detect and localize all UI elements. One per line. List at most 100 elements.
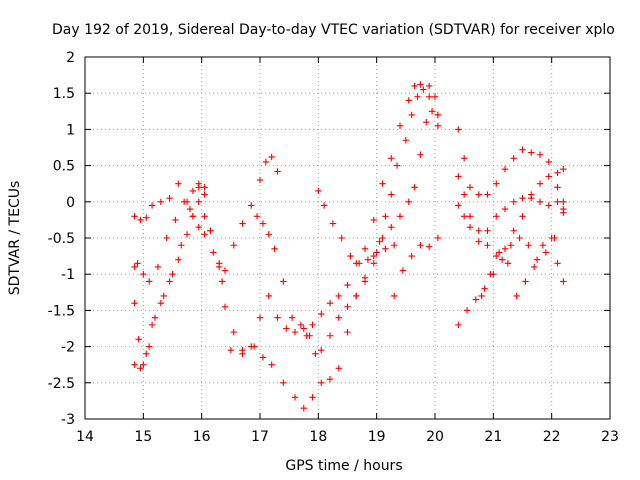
data-point: [510, 227, 517, 234]
series-arc-12: [478, 234, 567, 300]
data-point: [201, 184, 208, 191]
data-point: [402, 137, 410, 144]
data-point: [221, 303, 229, 310]
data-point: [259, 354, 267, 361]
data-point: [318, 347, 325, 354]
y-tick-label: -1.5: [48, 303, 75, 319]
data-point: [256, 314, 264, 321]
series-arc-3: [131, 82, 442, 368]
y-tick-label: -1: [61, 267, 75, 283]
x-tick-label: 17: [251, 429, 269, 445]
data-point: [513, 292, 520, 300]
data-point: [315, 187, 322, 195]
data-point: [431, 93, 439, 101]
data-point: [370, 216, 377, 224]
data-point: [519, 194, 526, 202]
data-point: [396, 213, 404, 220]
y-tick-label: 1: [66, 122, 75, 138]
data-point: [135, 336, 142, 343]
data-point: [180, 198, 188, 205]
data-point: [379, 234, 386, 242]
data-point: [201, 231, 208, 238]
data-point: [545, 158, 552, 166]
data-point: [361, 278, 369, 285]
data-point: [434, 234, 442, 242]
data-point: [388, 223, 395, 231]
data-point: [157, 198, 165, 205]
x-tick-label: 16: [193, 429, 211, 445]
data-point: [253, 213, 261, 220]
data-point: [131, 213, 138, 220]
axis-ticks: 14 15 16 17 18 19 20 21 22 23-3-2.5-2-1.5-1-0.500…: [48, 50, 619, 445]
data-point: [536, 151, 544, 158]
data-point: [361, 245, 369, 253]
data-point: [560, 166, 567, 173]
data-point: [329, 220, 337, 227]
data-point: [370, 252, 377, 260]
series-arc-8: [455, 126, 567, 198]
data-point: [408, 252, 415, 260]
data-point: [379, 180, 386, 187]
data-point: [215, 263, 223, 271]
data-point: [396, 122, 404, 129]
x-tick-label: 19: [368, 429, 386, 445]
data-point: [262, 158, 270, 166]
x-axis-label: GPS time / hours: [285, 458, 402, 474]
data-point: [475, 227, 482, 234]
x-tick-label: 21: [484, 429, 502, 445]
data-point: [510, 198, 517, 205]
data-point: [353, 292, 360, 300]
x-tick-label: 23: [601, 429, 619, 445]
data-point: [268, 153, 275, 161]
data-point: [175, 180, 182, 187]
data-point: [364, 256, 372, 263]
chart-title: Day 192 of 2019, Sidereal Day-to-day VTE…: [52, 22, 615, 38]
data-point: [516, 234, 523, 242]
data-point: [189, 213, 197, 220]
data-point: [455, 173, 462, 180]
data-point: [131, 361, 138, 368]
data-point: [484, 227, 491, 234]
data-point: [283, 325, 290, 332]
data-point: [318, 379, 325, 386]
data-point: [376, 238, 383, 245]
data-point: [417, 81, 424, 88]
data-point: [536, 180, 544, 187]
data-point: [335, 292, 342, 300]
data-point: [475, 238, 482, 245]
data-point: [271, 245, 278, 253]
data-point: [137, 365, 144, 372]
data-point: [335, 314, 342, 321]
data-point: [183, 231, 191, 238]
data-point: [207, 227, 214, 234]
y-axis-label: SDTVAR / TECUs: [7, 181, 23, 296]
data-point: [434, 122, 442, 129]
data-point: [460, 191, 468, 198]
data-point: [189, 187, 197, 195]
data-point: [239, 220, 246, 227]
x-tick-label: 15: [134, 429, 152, 445]
data-point: [405, 198, 412, 205]
data-point: [148, 321, 156, 329]
data-point: [145, 278, 153, 285]
data-point: [554, 169, 561, 177]
data-point: [493, 252, 500, 260]
series-arc-7: [390, 234, 442, 300]
data-point: [166, 278, 173, 285]
data-point: [528, 191, 535, 198]
data-point: [382, 213, 389, 220]
data-point: [186, 205, 194, 213]
data-point: [408, 111, 415, 119]
data-point: [148, 202, 156, 209]
series-arc-10: [455, 191, 567, 245]
data-point: [291, 394, 299, 401]
data-point: [554, 184, 561, 191]
data-point: [210, 249, 217, 256]
data-point: [519, 146, 526, 153]
data-point: [145, 343, 153, 350]
data-point: [157, 299, 165, 307]
data-point: [309, 394, 316, 401]
data-points: [131, 81, 567, 412]
data-point: [417, 242, 424, 249]
data-point: [280, 278, 287, 285]
